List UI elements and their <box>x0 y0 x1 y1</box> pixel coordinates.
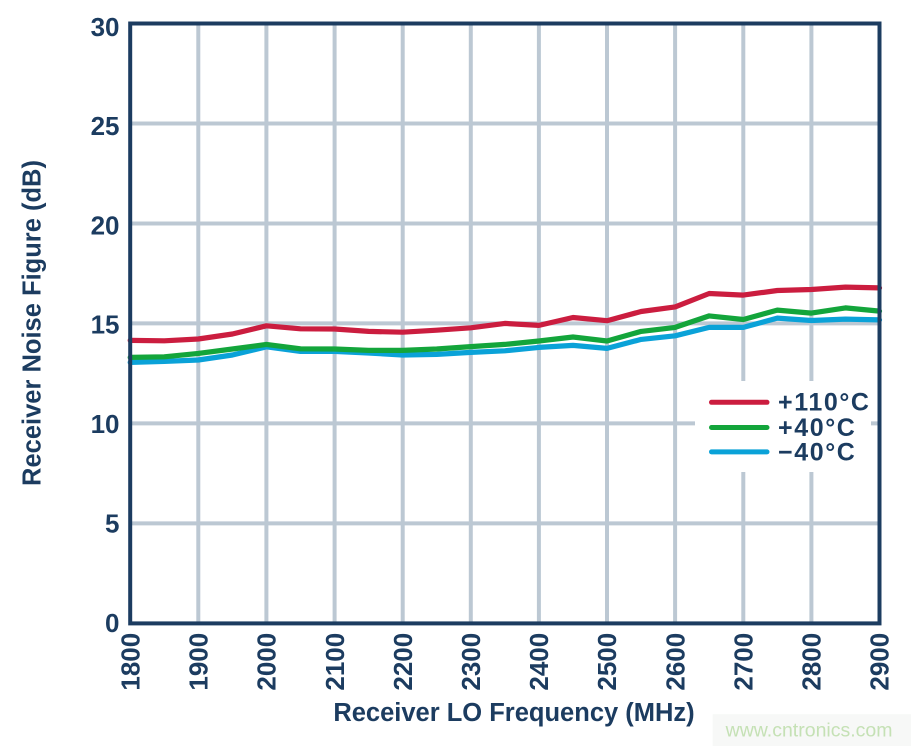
svg-text:+40°C: +40°C <box>778 414 856 442</box>
svg-text:5: 5 <box>105 509 119 539</box>
svg-text:1900: 1900 <box>184 633 214 691</box>
svg-text:0: 0 <box>105 608 119 638</box>
svg-text:www.cntronics.com: www.cntronics.com <box>725 720 893 742</box>
svg-text:10: 10 <box>91 409 120 439</box>
svg-text:2400: 2400 <box>524 633 554 691</box>
svg-text:2500: 2500 <box>592 633 622 691</box>
svg-text:20: 20 <box>91 210 120 240</box>
svg-text:2700: 2700 <box>729 633 759 691</box>
svg-text:25: 25 <box>91 111 120 141</box>
svg-text:2800: 2800 <box>797 633 827 691</box>
svg-text:−40°C: −40°C <box>778 438 856 466</box>
svg-text:15: 15 <box>91 310 120 340</box>
svg-text:Receiver LO Frequency (MHz): Receiver LO Frequency (MHz) <box>333 699 694 727</box>
svg-text:30: 30 <box>91 12 120 42</box>
svg-text:+110°C: +110°C <box>778 389 871 417</box>
svg-text:1800: 1800 <box>115 633 145 691</box>
svg-text:2000: 2000 <box>252 633 282 691</box>
svg-text:2600: 2600 <box>660 633 690 691</box>
svg-text:2200: 2200 <box>388 633 418 691</box>
svg-text:2900: 2900 <box>865 633 895 691</box>
svg-text:Receiver Noise Figure (dB): Receiver Noise Figure (dB) <box>19 160 47 486</box>
svg-text:2300: 2300 <box>456 633 486 691</box>
svg-text:2100: 2100 <box>320 633 350 691</box>
